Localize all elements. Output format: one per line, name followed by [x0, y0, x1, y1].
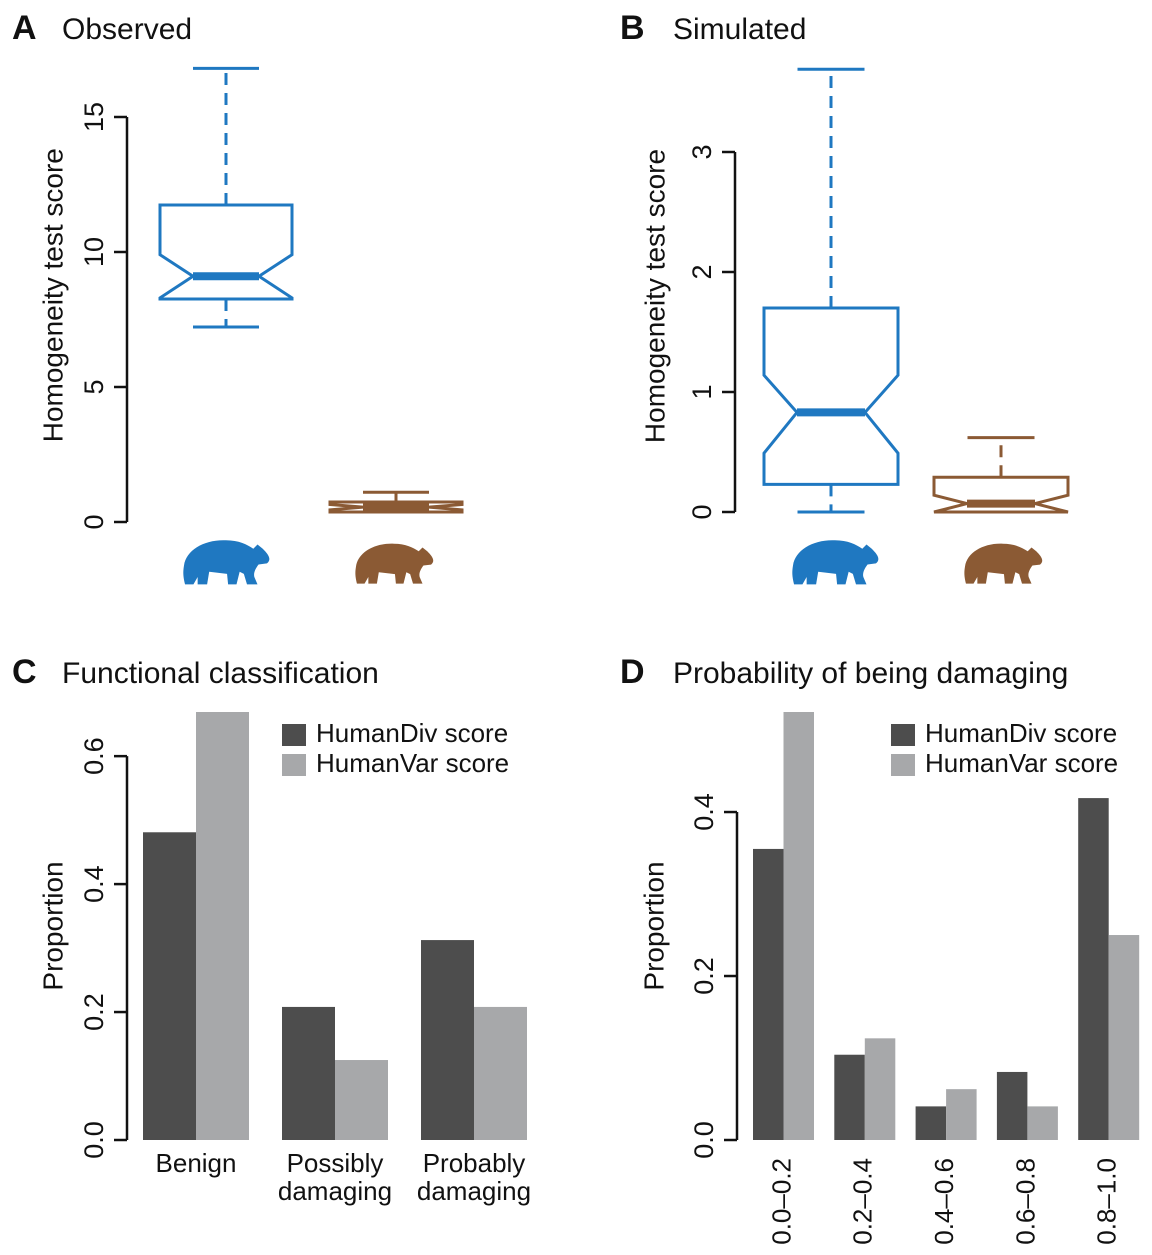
y-tick-label: 0.4 — [689, 793, 719, 831]
bar — [864, 1038, 896, 1140]
bar — [946, 1089, 977, 1140]
y-tick-label: 2 — [687, 264, 717, 279]
bar — [282, 1006, 335, 1140]
y-tick-label: 0.2 — [689, 957, 719, 995]
y-tick-label: 5 — [79, 379, 109, 394]
brown-bear-icon — [355, 543, 434, 584]
bar — [1078, 798, 1109, 1140]
panel-title: Probability of being damaging — [673, 657, 1068, 690]
bar — [1108, 935, 1140, 1140]
box — [158, 203, 294, 301]
legend-label: HumanVar score — [316, 748, 509, 778]
panel-label: C — [12, 653, 37, 691]
y-tick-label: 0.4 — [79, 865, 109, 903]
legend-label: HumanVar score — [925, 748, 1118, 778]
bar — [1027, 1106, 1058, 1140]
legend-label: HumanDiv score — [316, 718, 508, 748]
panel-title: Observed — [62, 13, 192, 46]
y-tick-label: 3 — [687, 144, 717, 159]
y-tick-label: 15 — [79, 102, 109, 132]
y-tick-label: 0.6 — [79, 737, 109, 775]
y-tick-label: 1 — [687, 384, 717, 399]
y-tick-label: 10 — [79, 237, 109, 267]
panel-title: Simulated — [673, 13, 806, 46]
y-tick-label: 0.0 — [79, 1121, 109, 1159]
y-axis-label: Homogeneity test score — [639, 149, 670, 443]
y-tick-label: 0.2 — [79, 993, 109, 1031]
panel-title: Functional classification — [62, 657, 379, 690]
bar — [421, 940, 474, 1140]
bar — [783, 712, 814, 1140]
x-tick-label: 0.8–1.0 — [1092, 1158, 1122, 1245]
x-tick-label: 0.4–0.6 — [929, 1158, 959, 1245]
bar — [834, 1054, 865, 1140]
legend-swatch — [891, 754, 915, 776]
y-axis-label: Proportion — [37, 861, 68, 990]
polar-bear-icon — [792, 540, 879, 585]
y-axis-label: Proportion — [638, 861, 669, 990]
y-tick-label: 0.0 — [689, 1121, 719, 1159]
x-tick-label: 0.6–0.8 — [1010, 1158, 1040, 1245]
x-tick-label: Benign — [156, 1148, 237, 1178]
legend-swatch — [891, 724, 915, 746]
y-tick-label: 0 — [687, 504, 717, 519]
x-tick-label: 0.2–0.4 — [848, 1158, 878, 1245]
panel-label: D — [620, 653, 645, 691]
legend-swatch — [282, 754, 306, 776]
bar — [915, 1106, 947, 1140]
bar — [143, 832, 196, 1140]
x-tick-label: Probably damaging — [417, 1148, 531, 1206]
bar — [196, 712, 249, 1140]
legend-swatch — [282, 724, 306, 746]
x-tick-label: 0.0–0.2 — [766, 1158, 796, 1245]
bar — [996, 1071, 1028, 1140]
y-axis-label: Homogeneity test score — [37, 148, 68, 442]
x-tick-label: Possibly damaging — [278, 1148, 392, 1206]
polar-bear-icon — [183, 540, 270, 585]
bar — [474, 1006, 527, 1140]
panel-label: B — [620, 9, 645, 47]
bar — [753, 848, 784, 1140]
bar — [335, 1060, 388, 1140]
box — [762, 306, 900, 486]
brown-bear-icon — [964, 543, 1043, 584]
panel-label: A — [12, 9, 37, 47]
y-tick-label: 0 — [79, 514, 109, 529]
legend-label: HumanDiv score — [925, 718, 1117, 748]
